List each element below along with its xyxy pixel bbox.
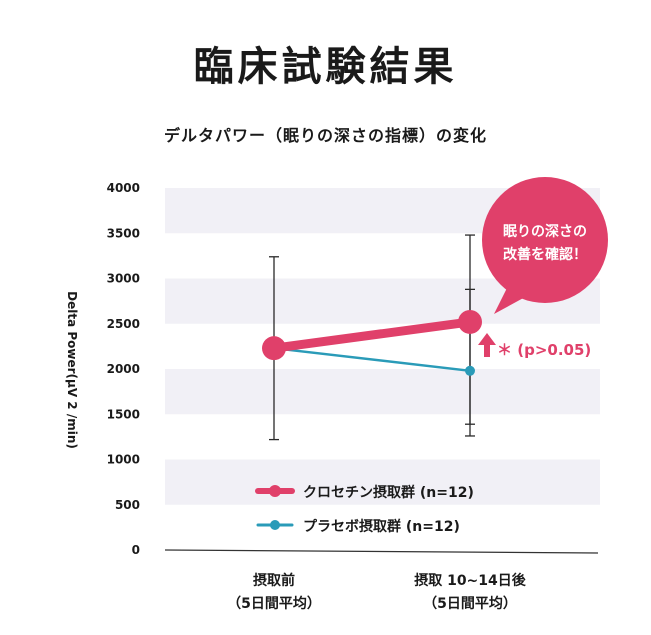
chart-subtitle: デルタパワー（眠りの深さの指標）の変化 [163, 126, 487, 145]
chart-title: 臨床試験結果 [193, 44, 458, 90]
callout-bubble: 眠りの深さの 改善を確認！ [482, 177, 608, 314]
y-tick-labels: 0 500 1000 1500 2000 2500 3000 3500 4000 [107, 181, 140, 557]
series-line-crocetin [269, 317, 475, 353]
data-point-crocetin [262, 336, 286, 361]
y-tick-label: 500 [115, 498, 140, 512]
y-tick-label: 2500 [107, 317, 140, 331]
legend-item-placebo: プラセボ摂取群 (n=12) [256, 518, 460, 535]
data-point-crocetin [458, 309, 482, 334]
legend: クロセチン摂取群 (n=12) プラセボ摂取群 (n=12) [255, 484, 474, 535]
callout-line-2: 改善を確認！ [503, 246, 587, 263]
grid-band [165, 369, 600, 415]
series-lines [269, 317, 475, 373]
x-category-sublabel: （5日間平均） [227, 595, 321, 612]
grid-bands [165, 188, 600, 505]
significance-annotation: ＊ (p>0.05) [478, 333, 591, 359]
legend-label-crocetin: クロセチン摂取群 (n=12) [303, 484, 474, 501]
x-axis-line [164, 549, 599, 554]
x-category-labels: 摂取前 （5日間平均） 摂取 10~14日後 （5日間平均） [227, 572, 527, 612]
y-tick-label: 4000 [107, 181, 140, 195]
series-line-placebo [272, 346, 472, 373]
x-category-label: 摂取 10~14日後 [414, 572, 527, 589]
legend-label-placebo: プラセボ摂取群 (n=12) [303, 518, 460, 535]
significance-label: ＊ (p>0.05) [497, 341, 591, 359]
y-tick-label: 2000 [107, 362, 140, 376]
y-tick-label: 3000 [107, 272, 140, 286]
x-category-sublabel: （5日間平均） [423, 595, 517, 612]
legend-item-crocetin: クロセチン摂取群 (n=12) [255, 484, 474, 501]
y-tick-label: 1000 [107, 453, 140, 467]
y-tick-label: 0 [132, 543, 140, 557]
series-points [262, 309, 482, 376]
x-category-label: 摂取前 [253, 572, 295, 589]
y-axis-label: Delta Power(μV 2 /min) [65, 291, 79, 449]
callout-line-1: 眠りの深さの [503, 223, 587, 240]
grid-band [165, 459, 600, 505]
data-point-placebo [465, 365, 475, 376]
y-tick-label: 3500 [107, 226, 140, 240]
y-tick-label: 1500 [107, 407, 140, 421]
up-arrow-icon [478, 333, 496, 357]
